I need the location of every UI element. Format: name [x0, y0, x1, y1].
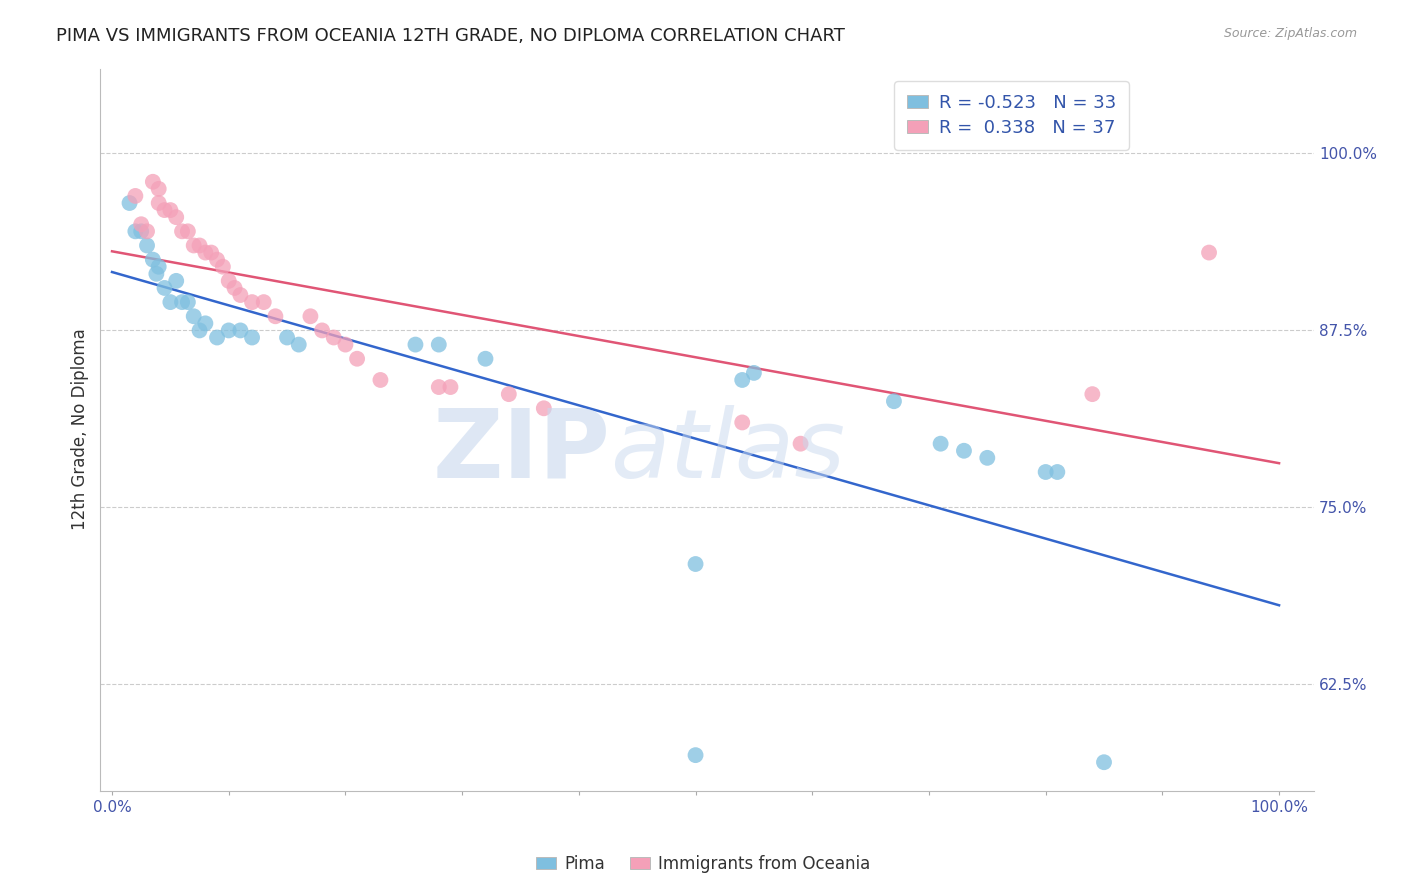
Point [370, 373, 392, 387]
Point [153, 281, 176, 295]
Point [953, 443, 976, 458]
Point [165, 274, 187, 288]
Point [165, 210, 187, 224]
Point [159, 203, 181, 218]
Point [183, 310, 205, 324]
Point [311, 323, 333, 337]
Y-axis label: 12th Grade, No Diploma: 12th Grade, No Diploma [72, 328, 89, 531]
Text: ZIP: ZIP [432, 405, 610, 498]
Point [183, 238, 205, 252]
Point [142, 175, 165, 189]
Point [148, 260, 170, 274]
Point [253, 295, 276, 310]
Point [1081, 387, 1104, 401]
Point [145, 267, 167, 281]
Point [322, 330, 344, 344]
Point [1198, 245, 1220, 260]
Point [742, 366, 765, 380]
Point [229, 288, 252, 302]
Point [218, 274, 240, 288]
Point [205, 252, 228, 267]
Point [153, 203, 176, 218]
Point [789, 436, 811, 450]
Point [177, 224, 200, 238]
Legend: Pima, Immigrants from Oceania: Pima, Immigrants from Oceania [529, 848, 877, 880]
Point [731, 416, 754, 430]
Point [136, 224, 159, 238]
Point [194, 245, 217, 260]
Point [118, 196, 141, 211]
Point [474, 351, 496, 366]
Point [335, 337, 357, 351]
Point [1035, 465, 1057, 479]
Point [136, 238, 159, 252]
Point [498, 387, 520, 401]
Point [188, 323, 211, 337]
Point [427, 337, 450, 351]
Point [240, 330, 263, 344]
Text: PIMA VS IMMIGRANTS FROM OCEANIA 12TH GRADE, NO DIPLOMA CORRELATION CHART: PIMA VS IMMIGRANTS FROM OCEANIA 12TH GRA… [56, 27, 845, 45]
Point [194, 316, 217, 330]
Point [533, 401, 555, 416]
Point [200, 245, 222, 260]
Point [159, 295, 181, 310]
Text: Source: ZipAtlas.com: Source: ZipAtlas.com [1223, 27, 1357, 40]
Point [129, 224, 152, 238]
Point [240, 295, 263, 310]
Point [205, 330, 228, 344]
Point [1046, 465, 1069, 479]
Point [883, 394, 905, 409]
Point [142, 252, 165, 267]
Point [229, 323, 252, 337]
Point [287, 337, 309, 351]
Text: atlas: atlas [610, 405, 845, 498]
Point [299, 310, 322, 324]
Point [685, 748, 707, 763]
Point [148, 196, 170, 211]
Point [188, 238, 211, 252]
Point [685, 557, 707, 571]
Point [170, 224, 193, 238]
Point [218, 323, 240, 337]
Point [404, 337, 426, 351]
Legend: R = -0.523   N = 33, R =  0.338   N = 37: R = -0.523 N = 33, R = 0.338 N = 37 [894, 81, 1129, 150]
Point [264, 310, 287, 324]
Point [170, 295, 193, 310]
Point [148, 182, 170, 196]
Point [1092, 756, 1115, 770]
Point [276, 330, 298, 344]
Point [212, 260, 235, 274]
Point [929, 436, 952, 450]
Point [346, 351, 368, 366]
Point [427, 380, 450, 394]
Point [224, 281, 246, 295]
Point [177, 295, 200, 310]
Point [124, 189, 146, 203]
Point [731, 373, 754, 387]
Point [439, 380, 461, 394]
Point [124, 224, 146, 238]
Point [129, 217, 152, 231]
Point [976, 450, 998, 465]
